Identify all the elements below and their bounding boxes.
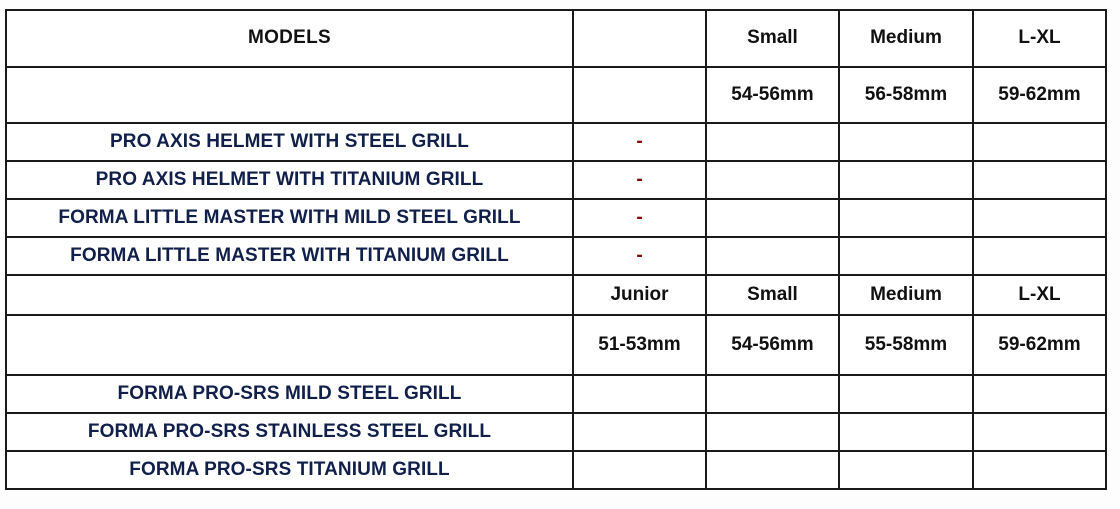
- measurement-cell-medium: 55-58mm: [838, 314, 974, 376]
- availability-cell-medium: [838, 374, 974, 414]
- product-name-cell: FORMA PRO-SRS TITANIUM GRILL: [5, 450, 574, 490]
- subheader-cell-lxl: L-XL: [972, 274, 1107, 316]
- product-name-cell: FORMA PRO-SRS MILD STEEL GRILL: [5, 374, 574, 414]
- availability-cell-small: [705, 450, 840, 490]
- table-row: FORMA PRO-SRS MILD STEEL GRILL: [5, 374, 1107, 414]
- subheader-cell-small: Small: [705, 274, 840, 316]
- subheader-cell-junior: Junior: [572, 274, 707, 316]
- availability-cell-medium: [838, 122, 974, 162]
- helmet-size-chart-table: MODELS Small Medium L-XL 54-56mm 56-58mm…: [5, 9, 1107, 490]
- availability-cell-small: [705, 236, 840, 276]
- availability-cell-lxl: [972, 374, 1107, 414]
- availability-cell-small: [705, 122, 840, 162]
- product-name-cell: FORMA LITTLE MASTER WITH MILD STEEL GRIL…: [5, 198, 574, 238]
- availability-cell-medium: [838, 198, 974, 238]
- availability-cell-medium: [838, 236, 974, 276]
- availability-cell-lxl: [972, 450, 1107, 490]
- product-name-cell: FORMA PRO-SRS STAINLESS STEEL GRILL: [5, 412, 574, 452]
- measurement-cell-models-blue: [5, 314, 574, 376]
- availability-cell-junior: -: [572, 236, 707, 276]
- measurement-cell-models-empty: [5, 66, 574, 124]
- table-row: FORMA LITTLE MASTER WITH MILD STEEL GRIL…: [5, 198, 1107, 238]
- product-name-cell: PRO AXIS HELMET WITH STEEL GRILL: [5, 122, 574, 162]
- measurement-cell-junior: 51-53mm: [572, 314, 707, 376]
- header-cell-junior-empty: [572, 9, 707, 68]
- availability-cell-junior: -: [572, 160, 707, 200]
- availability-cell-lxl: [972, 236, 1107, 276]
- header-cell-lxl: L-XL: [972, 9, 1107, 68]
- availability-cell-lxl: [972, 198, 1107, 238]
- availability-cell-small: [705, 412, 840, 452]
- availability-cell-junior: -: [572, 198, 707, 238]
- measurement-cell-small: 54-56mm: [705, 66, 840, 124]
- table-row: FORMA LITTLE MASTER WITH TITANIUM GRILL …: [5, 236, 1107, 276]
- measurement-cell-lxl: 59-62mm: [972, 314, 1107, 376]
- availability-cell-medium: [838, 450, 974, 490]
- availability-cell-lxl: [972, 122, 1107, 162]
- measurement-cell-junior-empty: [572, 66, 707, 124]
- availability-cell-small: [705, 160, 840, 200]
- availability-cell-junior: [572, 450, 707, 490]
- availability-cell-medium: [838, 412, 974, 452]
- table-row: PRO AXIS HELMET WITH STEEL GRILL -: [5, 122, 1107, 162]
- availability-cell-small: [705, 198, 840, 238]
- measurement-cell-small: 54-56mm: [705, 314, 840, 376]
- measurement-cell-lxl: 59-62mm: [972, 66, 1107, 124]
- availability-cell-lxl: [972, 160, 1107, 200]
- measurement-cell-medium: 56-58mm: [838, 66, 974, 124]
- availability-cell-small: [705, 374, 840, 414]
- product-name-cell: PRO AXIS HELMET WITH TITANIUM GRILL: [5, 160, 574, 200]
- header-cell-small: Small: [705, 9, 840, 68]
- table-measurement-row-section-two: 51-53mm 54-56mm 55-58mm 59-62mm: [5, 314, 1107, 376]
- availability-cell-medium: [838, 160, 974, 200]
- models-column-header: MODELS: [5, 9, 574, 68]
- table-row: PRO AXIS HELMET WITH TITANIUM GRILL -: [5, 160, 1107, 200]
- subheader-cell-medium: Medium: [838, 274, 974, 316]
- table-row: FORMA PRO-SRS TITANIUM GRILL: [5, 450, 1107, 490]
- availability-cell-junior: -: [572, 122, 707, 162]
- size-chart-container: MODELS Small Medium L-XL 54-56mm 56-58mm…: [5, 9, 1107, 490]
- table-measurement-row-section-one: 54-56mm 56-58mm 59-62mm: [5, 66, 1107, 124]
- table-subheader-row-section-two: Junior Small Medium L-XL: [5, 274, 1107, 316]
- header-cell-medium: Medium: [838, 9, 974, 68]
- product-name-cell: FORMA LITTLE MASTER WITH TITANIUM GRILL: [5, 236, 574, 276]
- table-header-row: MODELS Small Medium L-XL: [5, 9, 1107, 68]
- table-row: FORMA PRO-SRS STAINLESS STEEL GRILL: [5, 412, 1107, 452]
- availability-cell-junior: [572, 374, 707, 414]
- availability-cell-junior: [572, 412, 707, 452]
- availability-cell-lxl: [972, 412, 1107, 452]
- subheader-cell-models-empty: [5, 274, 574, 316]
